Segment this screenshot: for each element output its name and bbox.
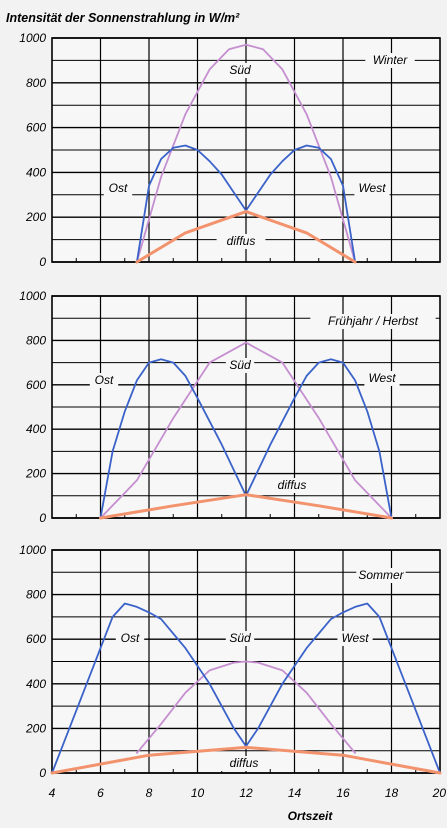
y-tick-label: 800: [26, 333, 46, 347]
y-tick-label: 400: [26, 677, 46, 691]
season-label-background: [310, 314, 436, 329]
plot-frame: [51, 295, 441, 519]
series-label: Süd: [229, 631, 251, 645]
y-tick-label: 0: [39, 511, 46, 525]
series-label: Süd: [229, 358, 251, 372]
series-line-s-d: [99, 341, 393, 519]
x-axis-ticks: 4 6 8 10 12 14 16 18 20: [49, 786, 447, 800]
panel-2: 0 200 400 600 800 1000 Süd Ost West diffus Frühjah…: [19, 289, 441, 525]
series-label: West: [358, 181, 386, 195]
y-tick-label: 200: [25, 210, 46, 224]
label-background: [337, 631, 373, 646]
label-background: [89, 373, 119, 388]
series-label: Ost: [121, 631, 140, 645]
label-background: [267, 478, 317, 493]
series-line-ost: [51, 602, 247, 774]
x-tick-label: 14: [288, 786, 302, 800]
label-background: [103, 181, 133, 196]
series-line-west: [245, 602, 441, 774]
y-tick-label: 200: [25, 721, 46, 735]
series-label: diffus: [230, 756, 259, 770]
x-tick-label: 4: [49, 786, 56, 800]
label-background: [115, 631, 145, 646]
label-background: [364, 371, 400, 386]
series-label: Ost: [95, 373, 114, 387]
label-background: [354, 181, 390, 196]
series-label: diffus: [227, 234, 256, 248]
y-tick-label: 0: [39, 766, 46, 780]
y-tick-label: 800: [26, 588, 46, 602]
plot-frame: [51, 549, 441, 774]
y-tick-label: 400: [26, 422, 46, 436]
y-tick-label: 0: [39, 255, 46, 269]
series-line-diffus: [135, 210, 357, 264]
y-tick-label: 1000: [19, 31, 46, 45]
y-tick-label: 400: [26, 165, 46, 179]
y-tick-label: 600: [26, 378, 46, 392]
series-line-diffus: [50, 745, 442, 775]
y-tick-label: 1000: [19, 543, 46, 557]
series-label: Süd: [229, 63, 251, 77]
x-tick-label: 20: [432, 786, 447, 800]
series-line-s-d: [136, 660, 356, 754]
plot-frame: [51, 37, 441, 263]
label-background: [225, 631, 255, 646]
series-label: Ost: [109, 181, 128, 195]
x-tick-label: 6: [97, 786, 104, 800]
y-tick-label: 800: [26, 76, 46, 90]
label-background: [225, 358, 255, 373]
y-tick-label: 600: [26, 632, 46, 646]
series-label: West: [368, 371, 396, 385]
x-tick-label: 8: [146, 786, 153, 800]
series-label: West: [341, 631, 369, 645]
label-background: [219, 756, 269, 771]
series-line-west: [245, 144, 356, 263]
series-line-west: [245, 358, 393, 519]
x-tick-label: 16: [336, 786, 350, 800]
series-line-s-d: [136, 43, 356, 263]
season-label: Winter: [373, 53, 409, 67]
season-label: Sommer: [358, 568, 404, 582]
y-tick-label: 600: [26, 121, 46, 135]
panel-3: 0 200 400 600 800 1000 Süd Ost West diffus Sommer: [19, 543, 442, 780]
panel-1: 0 200 400 600 800 1000 Süd Ost West diffus Winter: [19, 31, 441, 269]
series-line-diffus: [99, 493, 393, 520]
label-background: [225, 63, 255, 78]
x-tick-label: 10: [191, 786, 205, 800]
y-tick-label: 1000: [19, 289, 46, 303]
chart-title: Intensität der Sonnenstrahlung in W/m²: [6, 11, 240, 25]
season-label: Frühjahr / Herbst: [328, 314, 419, 328]
x-tick-label: 12: [239, 786, 253, 800]
series-line-ost: [99, 358, 247, 519]
y-tick-label: 200: [25, 467, 46, 481]
series-label: diffus: [278, 478, 307, 492]
season-label-background: [365, 53, 415, 68]
season-label-background: [356, 568, 406, 583]
label-background: [216, 234, 266, 249]
series-line-ost: [136, 144, 247, 263]
x-axis-label: Ortszeit: [288, 809, 334, 823]
x-tick-label: 18: [385, 786, 399, 800]
